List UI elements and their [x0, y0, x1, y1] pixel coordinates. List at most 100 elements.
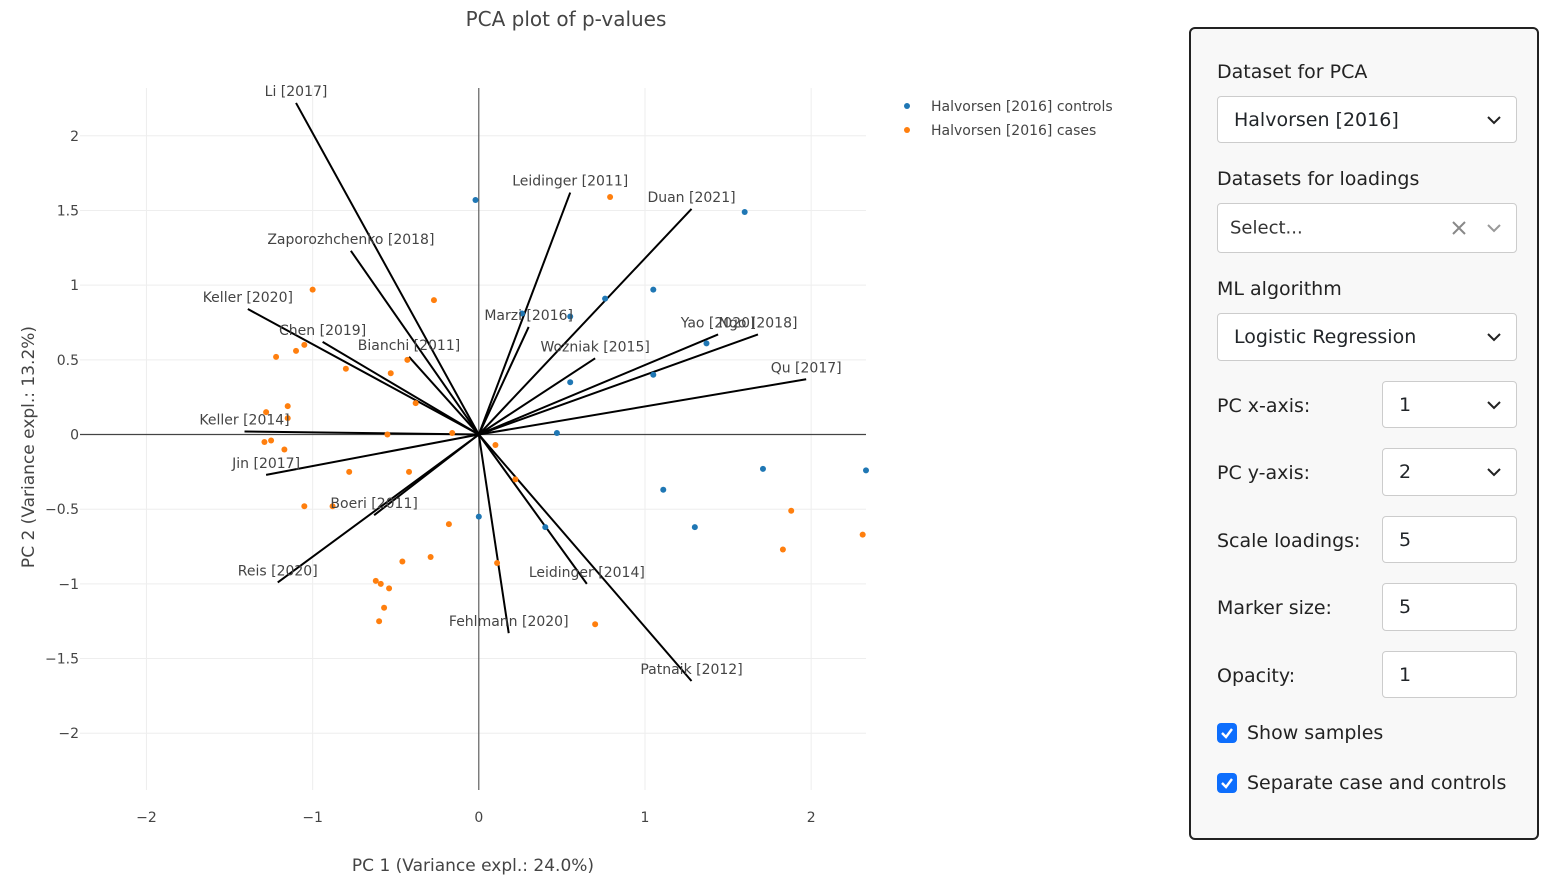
y-tick-label: −2	[58, 726, 79, 742]
marker-size-input[interactable]: 5	[1382, 583, 1517, 631]
case-point	[261, 438, 268, 445]
loading-vector	[477, 326, 530, 435]
loading-vector	[478, 433, 693, 682]
x-tick-label: −1	[302, 810, 323, 826]
y-tick-label: −1	[58, 577, 79, 593]
dataset-select[interactable]: Halvorsen [2016]	[1217, 96, 1517, 143]
pcx-select[interactable]: 1	[1382, 381, 1517, 428]
case-point	[399, 558, 406, 565]
y-axis-title: PC 2 (Variance expl.: 13.2%)	[19, 326, 39, 568]
loading-vector	[477, 434, 510, 634]
control-point	[759, 465, 766, 472]
loading-label: Li [2017]	[265, 84, 328, 100]
case-point	[372, 577, 379, 584]
ml-select[interactable]: Logistic Regression	[1217, 313, 1517, 361]
scale-input[interactable]: 5	[1382, 516, 1517, 563]
loading-label: Ngo [2018]	[719, 315, 798, 331]
show-samples-checkbox[interactable]: Show samples	[1217, 722, 1383, 744]
loadings-label: Datasets for loadings	[1217, 168, 1420, 190]
loading-label: Jin [2017]	[231, 456, 300, 472]
opacity-input[interactable]: 1	[1382, 651, 1517, 698]
case-point	[387, 370, 394, 377]
loading-label: Zaporozhchenko [2018]	[267, 232, 434, 248]
control-point	[567, 379, 574, 386]
loading-vector	[478, 378, 807, 436]
loading-label: Marzi [2016]	[484, 308, 573, 324]
loading-vector	[244, 430, 479, 436]
x-tick-label: 1	[641, 810, 650, 826]
y-tick-label: 1.5	[57, 203, 79, 219]
separate-label: Separate case and controls	[1247, 772, 1507, 794]
scale-label: Scale loadings:	[1217, 530, 1361, 552]
loading-label: Qu [2017]	[771, 360, 842, 376]
loadings-multiselect[interactable]: Select...	[1217, 203, 1517, 253]
x-tick-label: 0	[474, 810, 483, 826]
chevron-down-icon	[1487, 224, 1501, 233]
pcy-label: PC y-axis:	[1217, 462, 1310, 484]
y-tick-label: 0	[70, 428, 79, 444]
control-point	[602, 295, 609, 302]
opacity-label: Opacity:	[1217, 665, 1296, 687]
case-point	[346, 468, 353, 475]
control-point	[741, 208, 748, 215]
y-tick-label: 0.5	[57, 353, 79, 369]
clear-icon[interactable]	[1450, 219, 1468, 237]
case-point	[268, 437, 275, 444]
checkbox-checked-icon[interactable]	[1217, 723, 1237, 743]
loading-label: Leidinger [2014]	[529, 565, 645, 581]
loading-vector	[265, 433, 480, 476]
case-point	[301, 341, 308, 348]
loading-vector	[478, 333, 719, 436]
case-point	[779, 546, 786, 553]
separate-checkbox[interactable]: Separate case and controls	[1217, 772, 1506, 794]
case-point	[309, 286, 316, 293]
loading-vector	[478, 433, 588, 585]
case-point	[281, 446, 288, 453]
case-point	[329, 503, 336, 510]
loading-vector	[350, 250, 480, 436]
case-point	[607, 194, 614, 201]
y-tick-label: 2	[70, 129, 79, 145]
loading-label: Leidinger [2011]	[512, 174, 628, 190]
case-point	[284, 403, 291, 410]
case-point	[404, 356, 411, 363]
legend-label: Halvorsen [2016] controls	[931, 99, 1113, 115]
case-point	[273, 353, 280, 360]
legend-marker	[904, 103, 910, 109]
control-point	[650, 371, 657, 378]
case-point	[376, 618, 383, 625]
control-point	[660, 486, 667, 493]
loading-label: Wozniak [2015]	[540, 339, 649, 355]
case-point	[449, 430, 456, 437]
case-point	[492, 441, 499, 448]
case-point	[592, 621, 599, 628]
control-point	[863, 467, 869, 474]
loading-vector	[295, 102, 480, 436]
settings-panel: Dataset for PCA Halvorsen [2016] Dataset…	[1189, 27, 1539, 840]
chevron-down-icon	[1487, 400, 1501, 409]
chevron-down-icon	[1487, 468, 1501, 477]
opacity-value: 1	[1399, 663, 1412, 686]
chevron-down-icon	[1487, 115, 1501, 124]
loading-label: Reis [2020]	[238, 563, 318, 579]
case-point	[284, 415, 291, 422]
case-point	[412, 400, 419, 407]
control-point	[703, 340, 710, 347]
pcy-value: 2	[1399, 461, 1412, 483]
pcy-select[interactable]: 2	[1382, 448, 1517, 496]
checkbox-checked-icon[interactable]	[1217, 773, 1237, 793]
loadings-placeholder: Select...	[1230, 217, 1303, 239]
pca-plot-svg: PCA plot of p-values −2 −1 0 1 2 −2 −1.5 −1 −0.5 0…	[19, 7, 1113, 876]
marker-value: 5	[1399, 596, 1412, 618]
case-point	[381, 604, 388, 611]
dataset-value: Halvorsen [2016]	[1234, 108, 1399, 131]
x-tick-label: −2	[136, 810, 157, 826]
case-point	[494, 559, 501, 566]
x-tick-label: 2	[807, 810, 816, 826]
legend-label: Halvorsen [2016] cases	[931, 123, 1096, 139]
chevron-down-icon	[1487, 333, 1501, 342]
case-point	[406, 468, 413, 475]
control-point	[650, 286, 657, 293]
y-tick-label: 1	[70, 278, 79, 294]
control-point	[519, 310, 526, 317]
